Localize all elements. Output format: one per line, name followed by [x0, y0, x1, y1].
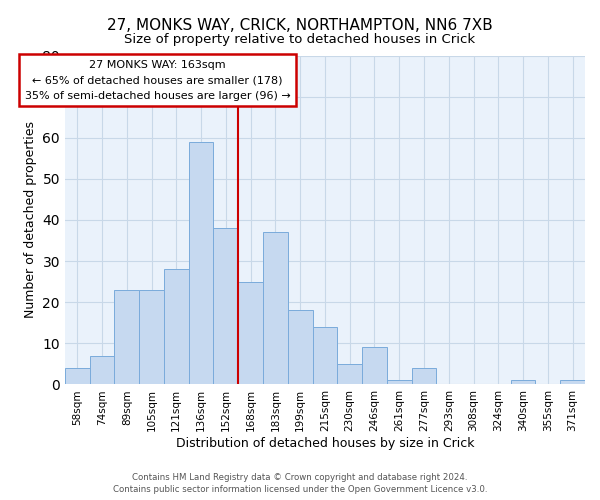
- Text: Size of property relative to detached houses in Crick: Size of property relative to detached ho…: [124, 32, 476, 46]
- Bar: [412, 368, 436, 384]
- Bar: [263, 232, 288, 384]
- Text: Contains HM Land Registry data © Crown copyright and database right 2024.
Contai: Contains HM Land Registry data © Crown c…: [113, 473, 487, 494]
- Bar: [313, 327, 337, 384]
- Bar: [89, 356, 115, 384]
- Y-axis label: Number of detached properties: Number of detached properties: [24, 122, 37, 318]
- Bar: [139, 290, 164, 384]
- Bar: [238, 282, 263, 385]
- Bar: [560, 380, 585, 384]
- Bar: [337, 364, 362, 384]
- Bar: [288, 310, 313, 384]
- Bar: [188, 142, 214, 384]
- Text: 27 MONKS WAY: 163sqm
← 65% of detached houses are smaller (178)
35% of semi-deta: 27 MONKS WAY: 163sqm ← 65% of detached h…: [25, 60, 290, 101]
- Bar: [115, 290, 139, 384]
- Bar: [387, 380, 412, 384]
- Text: 27, MONKS WAY, CRICK, NORTHAMPTON, NN6 7XB: 27, MONKS WAY, CRICK, NORTHAMPTON, NN6 7…: [107, 18, 493, 32]
- X-axis label: Distribution of detached houses by size in Crick: Distribution of detached houses by size …: [176, 437, 474, 450]
- Bar: [362, 348, 387, 385]
- Bar: [65, 368, 89, 384]
- Bar: [214, 228, 238, 384]
- Bar: [164, 270, 188, 384]
- Bar: [511, 380, 535, 384]
